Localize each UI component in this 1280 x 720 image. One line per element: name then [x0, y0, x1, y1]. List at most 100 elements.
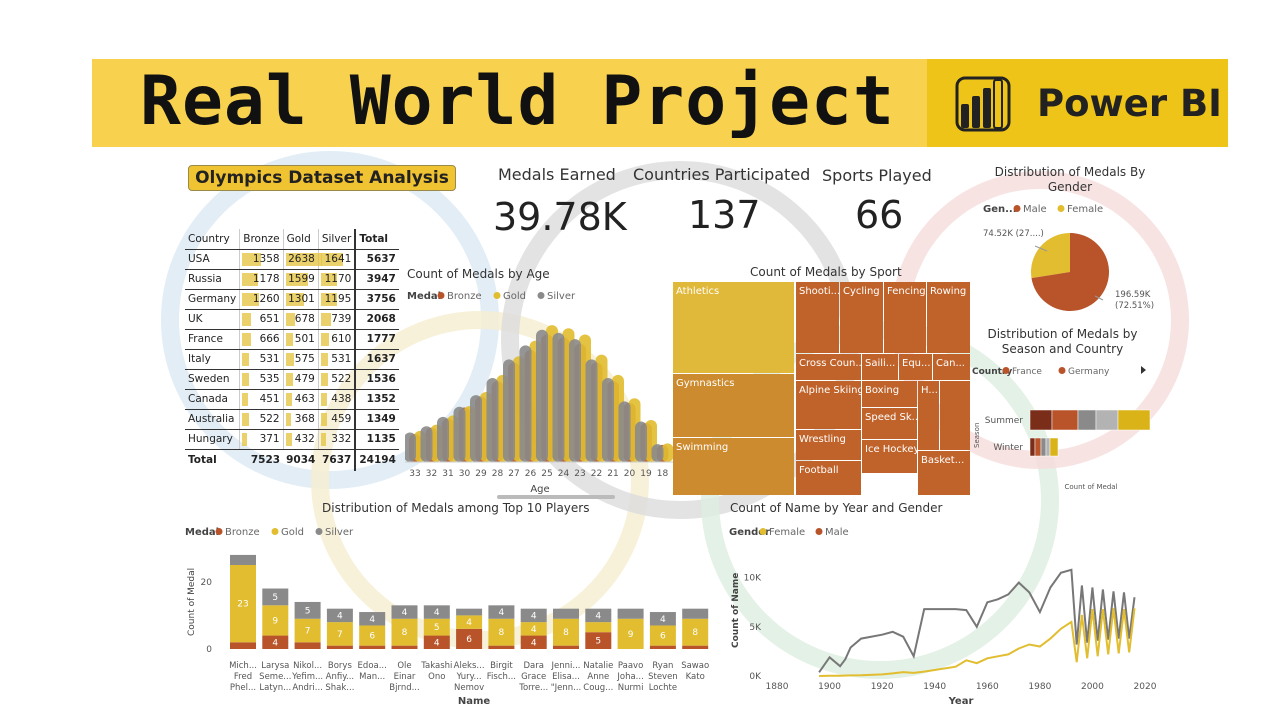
column-header[interactable]: Silver — [317, 229, 356, 250]
treemap-tile[interactable]: Cycling — [840, 282, 883, 353]
area-band-silver — [503, 359, 515, 462]
treemap-tile[interactable]: Ice Hockey — [862, 440, 917, 473]
gender-pie-chart[interactable]: Gen... Male Female 74.52K (27....) 196.59K(7… — [975, 196, 1160, 320]
treemap-tile[interactable]: Rowing — [927, 282, 970, 353]
medal-count: 438 — [331, 393, 352, 405]
data-bar — [320, 392, 327, 406]
bar-segment — [1040, 437, 1047, 457]
treemap-tile[interactable]: Wrestling — [796, 430, 861, 460]
x-tick-label: 33 — [409, 469, 420, 479]
country-cell: Sweden — [185, 369, 240, 390]
x-tick-label: 1980 — [1028, 682, 1051, 692]
y-tick-label: 20 — [201, 578, 213, 588]
medal-count: 666 — [259, 333, 280, 345]
table-row[interactable]: Hungary 371 432 332 1135 — [185, 429, 399, 450]
country-cell: France — [185, 329, 240, 350]
treemap-tile[interactable]: H... — [918, 381, 939, 450]
season-country-chart[interactable]: Country France Germany Summer Winter Season Co… — [968, 360, 1158, 495]
x-tick-label: Yefim... — [291, 672, 323, 682]
bar-bronze — [456, 628, 483, 649]
y-tick-label: 0 — [206, 645, 212, 655]
area-band-silver — [470, 395, 482, 462]
data-bar — [242, 432, 248, 446]
medal-count: 1301 — [288, 293, 315, 305]
legend-dot — [537, 292, 545, 299]
bar-segment — [1117, 409, 1151, 431]
treemap-tile[interactable]: Gymnastics — [673, 374, 794, 437]
data-bar — [242, 332, 252, 346]
table-row[interactable]: Russia 1178 1599 1170 3947 — [185, 269, 399, 290]
x-tick-label: Takashi — [420, 661, 452, 671]
data-label: 5 — [434, 623, 440, 633]
top-players-chart[interactable]: Medal Bronze Gold Silver Count of Medal 0 20 23… — [180, 518, 725, 718]
treemap-tile[interactable]: Speed Sk... — [862, 408, 917, 439]
data-label: 6 — [369, 632, 375, 642]
treemap-tile[interactable]: Saili... — [862, 354, 898, 380]
bar-segment — [1045, 437, 1051, 457]
data-label: 9 — [272, 616, 278, 626]
treemap-tile[interactable]: Boxing — [862, 381, 917, 407]
data-label: 4 — [369, 615, 375, 625]
legend-item: Bronze — [447, 291, 482, 302]
column-header[interactable]: Total — [354, 229, 399, 250]
treemap-tile[interactable]: Equ... — [899, 354, 932, 380]
bar-bronze — [520, 635, 547, 649]
treemap-tile[interactable]: Shooti... — [796, 282, 839, 353]
table-row[interactable]: USA 1358 2638 1641 5637 — [185, 249, 399, 270]
bar-gold — [682, 618, 709, 646]
area-band-silver — [585, 359, 598, 462]
treemap-tile[interactable]: Alpine Skiing — [796, 381, 861, 429]
treemap-tile-small[interactable] — [940, 381, 970, 450]
table-row[interactable]: Italy 531 575 531 1637 — [185, 349, 399, 370]
x-tick-label: Yury... — [456, 672, 482, 682]
total-value: 24194 — [354, 449, 399, 471]
x-tick-label: Fisch... — [487, 672, 516, 682]
x-tick-label: Ryan — [652, 661, 673, 671]
medal-count: 1358 — [252, 253, 280, 265]
column-header[interactable]: Gold — [282, 229, 319, 250]
medal-count: 522 — [331, 373, 352, 385]
total-cell: 3947 — [354, 269, 399, 290]
total-value: 7523 — [250, 454, 281, 467]
gender-pie-title: Distribution of Medals By Gender — [994, 165, 1146, 194]
data-bar — [285, 392, 292, 406]
treemap-tile[interactable]: Fencing — [884, 282, 926, 353]
x-axis-title: Count of Medal — [1064, 483, 1117, 491]
treemap-tile[interactable]: Football — [796, 461, 861, 495]
data-bar — [285, 352, 294, 366]
sport-treemap[interactable]: Athletics Gymnastics Swimming Shooti... Cycl… — [673, 282, 971, 496]
medal-count-cell: 535 — [239, 369, 284, 390]
treemap-tile[interactable]: Athletics — [673, 282, 794, 373]
year-gender-line-chart[interactable]: Gender Female Male 0K 5K 10K 1880 1900 1920 1940 1… — [725, 518, 1165, 716]
column-header[interactable]: Country — [185, 229, 240, 250]
data-label: 4 — [402, 608, 408, 618]
data-label: 8 — [402, 628, 408, 638]
data-label: 23 — [237, 600, 248, 610]
x-tick-label: 29 — [475, 469, 487, 479]
table-row[interactable]: UK 651 678 739 2068 — [185, 309, 399, 330]
age-chart[interactable]: Medal Bronze Gold Silver 33 32 31 30 29 28 27 26 25 2… — [405, 284, 675, 504]
bar-segment — [1051, 409, 1079, 431]
data-label: 4 — [499, 608, 505, 618]
line-female — [819, 608, 1136, 677]
x-tick-label: Grace — [521, 672, 546, 682]
column-header[interactable]: Bronze — [239, 229, 284, 250]
table-row[interactable]: Sweden 535 479 522 1536 — [185, 369, 399, 390]
treemap-tile[interactable]: Basket... — [918, 451, 970, 495]
treemap-tile[interactable]: Swimming — [673, 438, 794, 495]
legend-item: Bronze — [225, 527, 260, 538]
treemap-tile[interactable]: Cross Coun... — [796, 354, 861, 380]
x-tick-label: Bjrnd... — [389, 683, 419, 693]
x-tick-label: Larysa — [261, 661, 289, 671]
medal-count: 522 — [259, 413, 280, 425]
season-chart-title: Distribution of Medals by Season and Cou… — [987, 327, 1138, 356]
table-row[interactable]: France 666 501 610 1777 — [185, 329, 399, 350]
treemap-tile[interactable]: Can... — [933, 354, 970, 380]
table-row[interactable]: Canada 451 463 438 1352 — [185, 389, 399, 410]
table-row[interactable]: Germany 1260 1301 1195 3756 — [185, 289, 399, 310]
x-tick-label: Einar — [394, 672, 416, 682]
legend-title: Medal — [185, 527, 219, 538]
medal-count: 531 — [259, 353, 280, 365]
table-row[interactable]: Australia 522 368 459 1349 — [185, 409, 399, 430]
next-arrow-icon — [1141, 366, 1146, 374]
